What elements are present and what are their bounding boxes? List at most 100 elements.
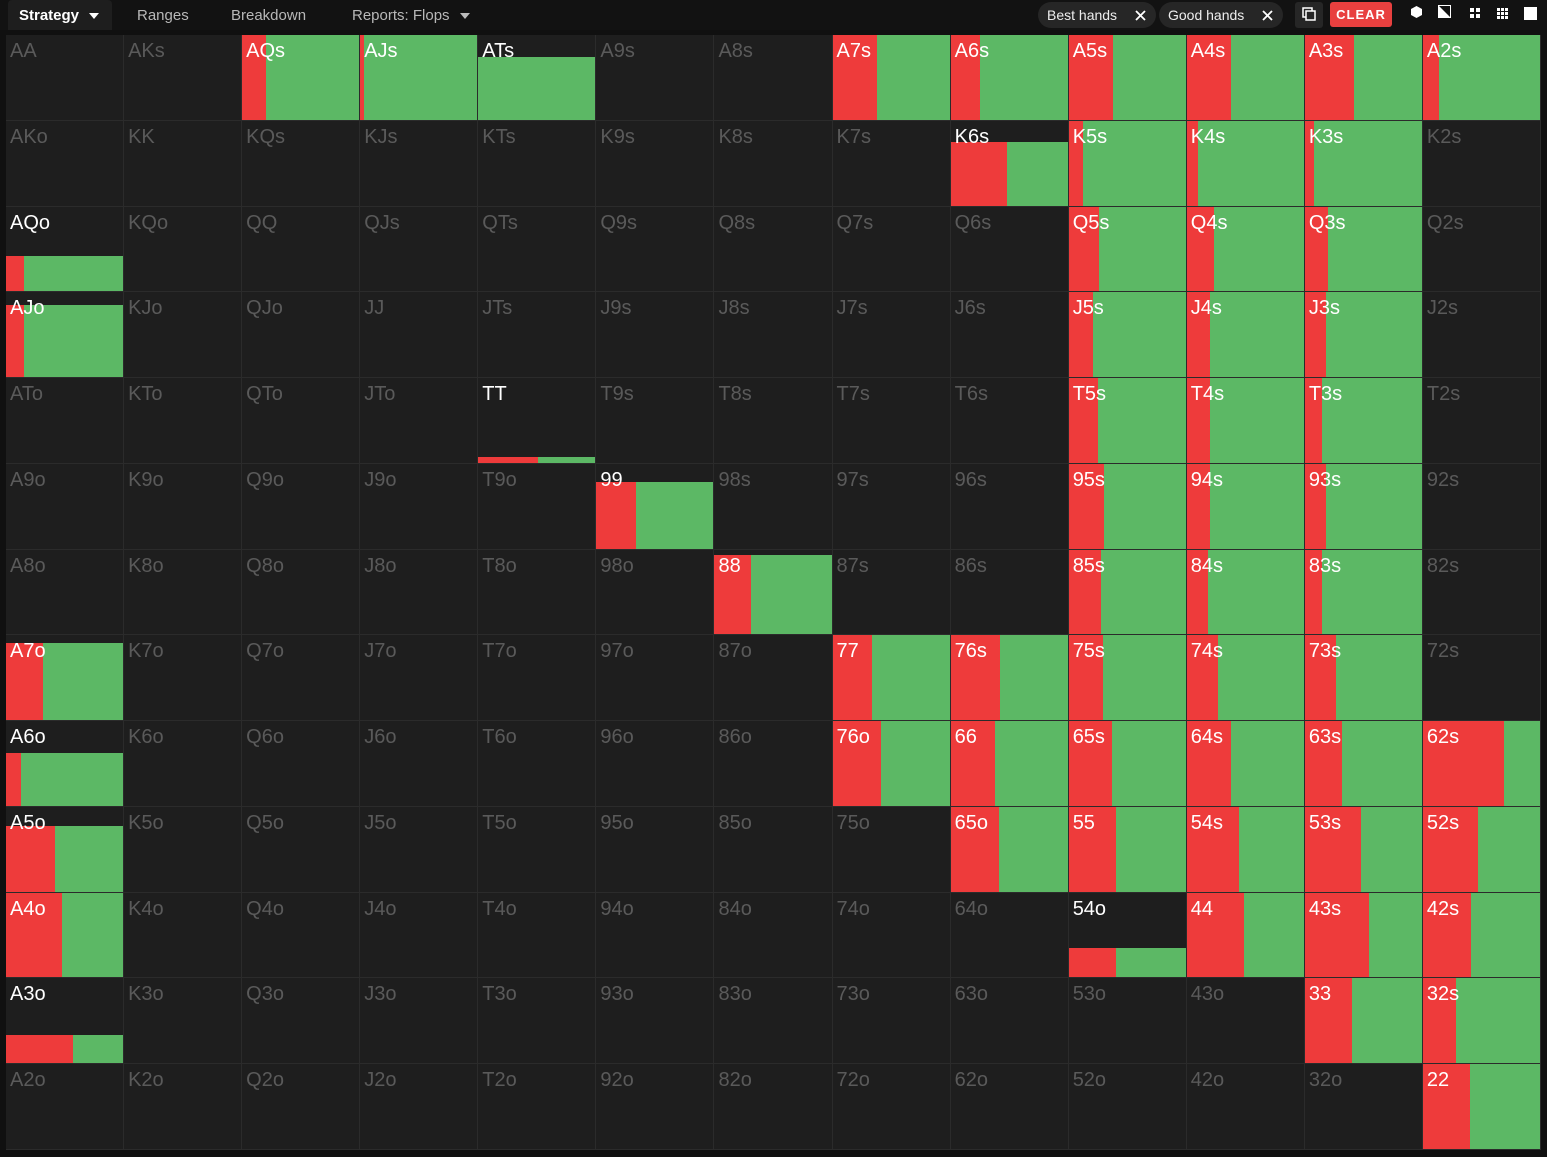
hand-cell[interactable]: 22 — [1422, 1064, 1541, 1150]
hand-cell[interactable]: 63s — [1304, 721, 1423, 807]
tab-ranges[interactable]: Ranges — [137, 0, 189, 30]
hand-cell[interactable]: K3s — [1304, 120, 1423, 207]
hand-cell[interactable]: 83s — [1304, 549, 1423, 636]
hand-cell[interactable]: K9o — [124, 463, 243, 550]
hand-cell[interactable]: KTo — [124, 378, 243, 464]
hand-cell[interactable]: T6o — [478, 721, 597, 807]
hand-cell[interactable]: 33 — [1304, 978, 1423, 1065]
hand-cell[interactable]: AA — [6, 35, 125, 121]
hand-cell[interactable]: 54s — [1186, 806, 1305, 893]
hand-cell[interactable]: J7s — [832, 292, 951, 379]
hand-cell[interactable]: T2o — [478, 1064, 597, 1150]
hand-cell[interactable]: K8s — [714, 120, 833, 207]
hand-cell[interactable]: K4o — [124, 892, 243, 979]
hand-cell[interactable]: J9o — [360, 463, 479, 550]
hand-cell[interactable]: Q8o — [242, 549, 361, 636]
hand-cell[interactable]: 73s — [1304, 635, 1423, 722]
tab-strategy[interactable]: Strategy — [8, 0, 112, 30]
view-icon[interactable] — [1524, 7, 1537, 20]
filter-chip[interactable]: Best hands — [1038, 2, 1156, 28]
hand-cell[interactable]: K5o — [124, 806, 243, 893]
hand-cell[interactable]: J6s — [950, 292, 1069, 379]
hand-cell[interactable]: 52s — [1422, 806, 1541, 893]
hand-cell[interactable]: A2o — [6, 1064, 125, 1150]
tab-breakdown[interactable]: Breakdown — [231, 0, 306, 30]
hand-cell[interactable]: T8o — [478, 549, 597, 636]
hand-cell[interactable]: 85o — [714, 806, 833, 893]
copy-button[interactable] — [1295, 2, 1323, 28]
hand-cell[interactable]: T5o — [478, 806, 597, 893]
hand-cell[interactable]: A3s — [1304, 35, 1423, 121]
hand-cell[interactable]: K4s — [1186, 120, 1305, 207]
hand-cell[interactable]: 65s — [1068, 721, 1187, 807]
hand-cell[interactable]: 77 — [832, 635, 951, 722]
hand-cell[interactable]: A4s — [1186, 35, 1305, 121]
hand-cell[interactable]: 72o — [832, 1064, 951, 1150]
hand-cell[interactable]: T9s — [596, 378, 715, 464]
hand-cell[interactable]: KJs — [360, 120, 479, 207]
hand-cell[interactable]: 43s — [1304, 892, 1423, 979]
hand-cell[interactable]: 94o — [596, 892, 715, 979]
hand-cell[interactable]: A5s — [1068, 35, 1187, 121]
hand-cell[interactable]: 93o — [596, 978, 715, 1065]
hand-cell[interactable]: 66 — [950, 721, 1069, 807]
hand-cell[interactable]: JJ — [360, 292, 479, 379]
hand-cell[interactable]: AQo — [6, 206, 125, 293]
hand-cell[interactable]: Q2o — [242, 1064, 361, 1150]
hand-cell[interactable]: J9s — [596, 292, 715, 379]
hand-cell[interactable]: 65o — [950, 806, 1069, 893]
hand-cell[interactable]: J7o — [360, 635, 479, 722]
hand-cell[interactable]: 74s — [1186, 635, 1305, 722]
hand-cell[interactable]: 74o — [832, 892, 951, 979]
hand-cell[interactable]: J4o — [360, 892, 479, 979]
hand-cell[interactable]: 82s — [1422, 549, 1541, 636]
hand-cell[interactable]: 99 — [596, 463, 715, 550]
hand-cell[interactable]: 75s — [1068, 635, 1187, 722]
hand-cell[interactable]: J3o — [360, 978, 479, 1065]
hand-cell[interactable]: T6s — [950, 378, 1069, 464]
hand-cell[interactable]: J3s — [1304, 292, 1423, 379]
hand-cell[interactable]: 64o — [950, 892, 1069, 979]
hand-cell[interactable]: KTs — [478, 120, 597, 207]
hand-cell[interactable]: T9o — [478, 463, 597, 550]
hand-cell[interactable]: Q4o — [242, 892, 361, 979]
hand-cell[interactable]: Q9s — [596, 206, 715, 293]
hand-cell[interactable]: KQo — [124, 206, 243, 293]
remove-icon[interactable] — [1262, 10, 1273, 21]
hand-cell[interactable]: JTs — [478, 292, 597, 379]
hand-cell[interactable]: 96o — [596, 721, 715, 807]
view-icon[interactable] — [1470, 8, 1481, 19]
hand-cell[interactable]: AQs — [242, 35, 361, 121]
view-icon[interactable] — [1497, 8, 1509, 20]
hand-cell[interactable]: 92o — [596, 1064, 715, 1150]
hand-cell[interactable]: 63o — [950, 978, 1069, 1065]
hand-cell[interactable]: 97o — [596, 635, 715, 722]
hand-cell[interactable]: AJs — [360, 35, 479, 121]
view-icon[interactable] — [1438, 5, 1451, 18]
hand-cell[interactable]: Q6s — [950, 206, 1069, 293]
hand-cell[interactable]: Q5s — [1068, 206, 1187, 293]
hand-cell[interactable]: A6s — [950, 35, 1069, 121]
view-icon[interactable] — [1410, 5, 1423, 19]
hand-cell[interactable]: 32s — [1422, 978, 1541, 1065]
hand-cell[interactable]: QJs — [360, 206, 479, 293]
hand-cell[interactable]: J5s — [1068, 292, 1187, 379]
hand-cell[interactable]: T4o — [478, 892, 597, 979]
hand-cell[interactable]: A3o — [6, 978, 125, 1065]
hand-cell[interactable]: Q7s — [832, 206, 951, 293]
hand-cell[interactable]: T5s — [1068, 378, 1187, 464]
hand-cell[interactable]: Q3o — [242, 978, 361, 1065]
hand-cell[interactable]: 98s — [714, 463, 833, 550]
hand-cell[interactable]: J5o — [360, 806, 479, 893]
hand-cell[interactable]: A7o — [6, 635, 125, 722]
hand-cell[interactable]: 98o — [596, 549, 715, 636]
hand-cell[interactable]: K5s — [1068, 120, 1187, 207]
hand-cell[interactable]: K9s — [596, 120, 715, 207]
hand-cell[interactable]: 87o — [714, 635, 833, 722]
hand-cell[interactable]: 86s — [950, 549, 1069, 636]
hand-cell[interactable]: JTo — [360, 378, 479, 464]
hand-cell[interactable]: K8o — [124, 549, 243, 636]
hand-cell[interactable]: KK — [124, 120, 243, 207]
hand-cell[interactable]: AJo — [6, 292, 125, 379]
hand-cell[interactable]: T7s — [832, 378, 951, 464]
